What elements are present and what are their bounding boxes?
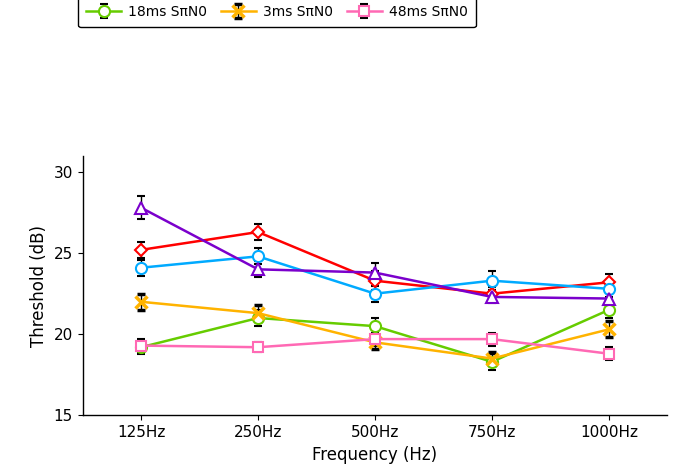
Y-axis label: Threshold (dB): Threshold (dB) xyxy=(30,225,48,346)
X-axis label: Frequency (Hz): Frequency (Hz) xyxy=(312,446,438,464)
Legend: 18ms S0N0, 18ms SπN0, 3ms S0N0, 3ms SπN0, 48ms S0N0, 48ms SπN0: 18ms S0N0, 18ms SπN0, 3ms S0N0, 3ms SπN0… xyxy=(78,0,476,27)
